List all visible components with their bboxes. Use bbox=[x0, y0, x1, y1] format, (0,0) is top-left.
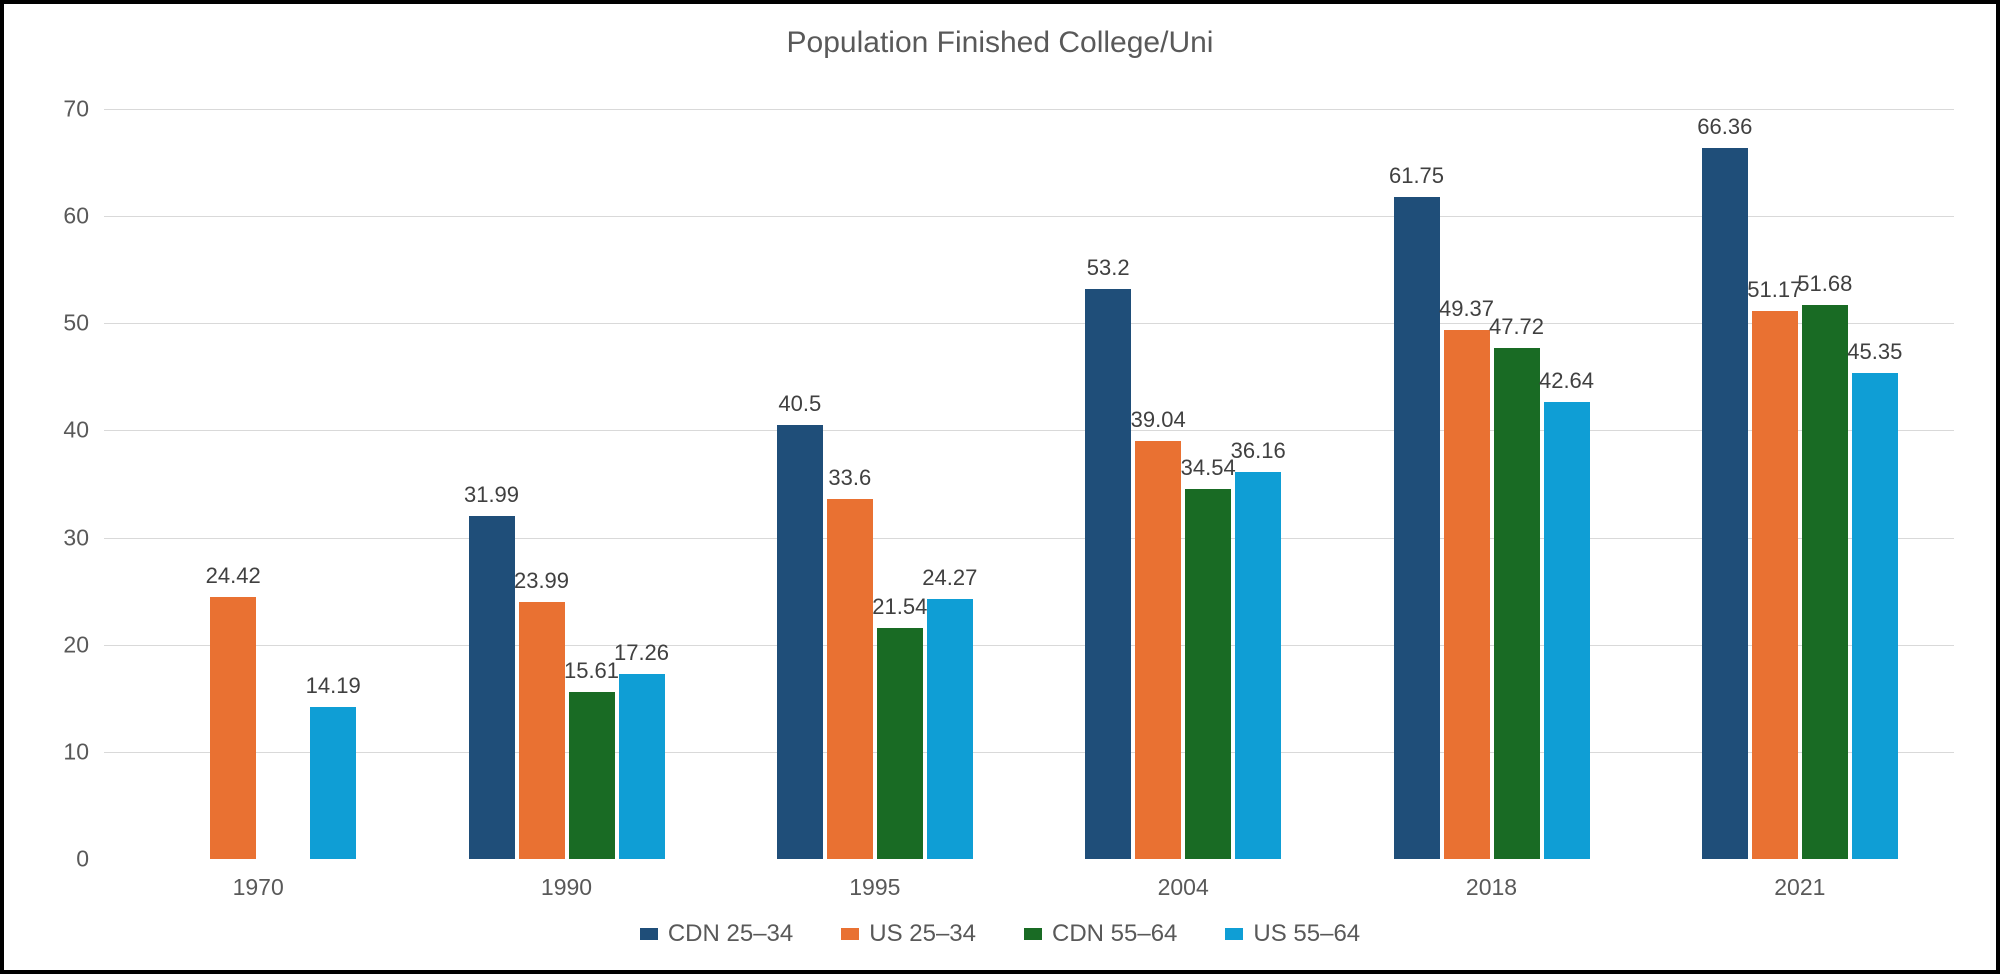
data-label: 21.54 bbox=[872, 594, 927, 620]
data-label: 34.54 bbox=[1181, 455, 1236, 481]
data-label: 51.17 bbox=[1747, 277, 1802, 303]
data-label: 31.99 bbox=[464, 482, 519, 508]
data-label: 23.99 bbox=[514, 568, 569, 594]
bar bbox=[1544, 402, 1590, 859]
x-tick-label: 1995 bbox=[849, 874, 900, 901]
bar bbox=[1802, 305, 1848, 859]
data-label: 33.6 bbox=[828, 465, 871, 491]
data-label: 36.16 bbox=[1231, 438, 1286, 464]
bar bbox=[519, 602, 565, 859]
grid-line bbox=[104, 109, 1954, 110]
bar bbox=[210, 597, 256, 859]
chart-title: Population Finished College/Uni bbox=[4, 26, 1996, 60]
y-tick-label: 60 bbox=[34, 203, 89, 230]
bar bbox=[1444, 330, 1490, 859]
data-label: 49.37 bbox=[1439, 296, 1494, 322]
x-tick-label: 1970 bbox=[233, 874, 284, 901]
bar bbox=[1752, 311, 1798, 859]
legend-swatch bbox=[1225, 928, 1243, 940]
data-label: 15.61 bbox=[564, 658, 619, 684]
y-tick-label: 50 bbox=[34, 310, 89, 337]
bar bbox=[927, 599, 973, 859]
bar bbox=[1494, 348, 1540, 859]
legend-label: US 55–64 bbox=[1253, 920, 1360, 948]
bar bbox=[619, 674, 665, 859]
data-label: 24.42 bbox=[206, 563, 261, 589]
x-tick-label: 2004 bbox=[1158, 874, 1209, 901]
bar bbox=[1702, 148, 1748, 859]
legend-label: CDN 55–64 bbox=[1052, 920, 1177, 948]
grid-line bbox=[104, 645, 1954, 646]
bar bbox=[1085, 289, 1131, 859]
y-tick-label: 10 bbox=[34, 738, 89, 765]
y-tick-label: 20 bbox=[34, 631, 89, 658]
data-label: 24.27 bbox=[922, 565, 977, 591]
bar bbox=[1394, 197, 1440, 859]
data-label: 42.64 bbox=[1539, 368, 1594, 394]
bar bbox=[1135, 441, 1181, 859]
bar bbox=[827, 499, 873, 859]
data-label: 66.36 bbox=[1697, 114, 1752, 140]
grid-line bbox=[104, 430, 1954, 431]
x-tick-label: 2018 bbox=[1466, 874, 1517, 901]
x-tick-label: 2021 bbox=[1774, 874, 1825, 901]
y-tick-label: 30 bbox=[34, 524, 89, 551]
bar bbox=[1235, 472, 1281, 859]
bar bbox=[569, 692, 615, 859]
data-label: 45.35 bbox=[1847, 339, 1902, 365]
legend-item: US 55–64 bbox=[1225, 920, 1360, 948]
bar bbox=[310, 707, 356, 859]
grid-line bbox=[104, 323, 1954, 324]
bar bbox=[1852, 373, 1898, 859]
grid-line bbox=[104, 216, 1954, 217]
bar bbox=[777, 425, 823, 859]
legend-label: CDN 25–34 bbox=[668, 920, 793, 948]
bar bbox=[877, 628, 923, 859]
data-label: 40.5 bbox=[778, 391, 821, 417]
grid-line bbox=[104, 538, 1954, 539]
legend-swatch bbox=[640, 928, 658, 940]
y-tick-label: 0 bbox=[34, 846, 89, 873]
x-tick-label: 1990 bbox=[541, 874, 592, 901]
legend-swatch bbox=[841, 928, 859, 940]
y-tick-label: 70 bbox=[34, 96, 89, 123]
legend-swatch bbox=[1024, 928, 1042, 940]
data-label: 61.75 bbox=[1389, 163, 1444, 189]
bar bbox=[469, 516, 515, 859]
data-label: 39.04 bbox=[1131, 407, 1186, 433]
bar bbox=[1185, 489, 1231, 859]
data-label: 53.2 bbox=[1087, 255, 1130, 281]
legend: CDN 25–34 US 25–34 CDN 55–64 US 55–64 bbox=[4, 920, 1996, 948]
data-label: 51.68 bbox=[1797, 271, 1852, 297]
data-label: 17.26 bbox=[614, 640, 669, 666]
data-label: 47.72 bbox=[1489, 314, 1544, 340]
plot-area: 24.42 14.19 31.99 23.99 15.6117.26 40.5 33.6 21… bbox=[104, 109, 1954, 859]
legend-item: US 25–34 bbox=[841, 920, 976, 948]
legend-label: US 25–34 bbox=[869, 920, 976, 948]
y-tick-label: 40 bbox=[34, 417, 89, 444]
chart-frame: Population Finished College/Uni 24.42 14.… bbox=[0, 0, 2000, 974]
legend-item: CDN 55–64 bbox=[1024, 920, 1177, 948]
grid-line bbox=[104, 752, 1954, 753]
legend-item: CDN 25–34 bbox=[640, 920, 793, 948]
data-label: 14.19 bbox=[306, 673, 361, 699]
